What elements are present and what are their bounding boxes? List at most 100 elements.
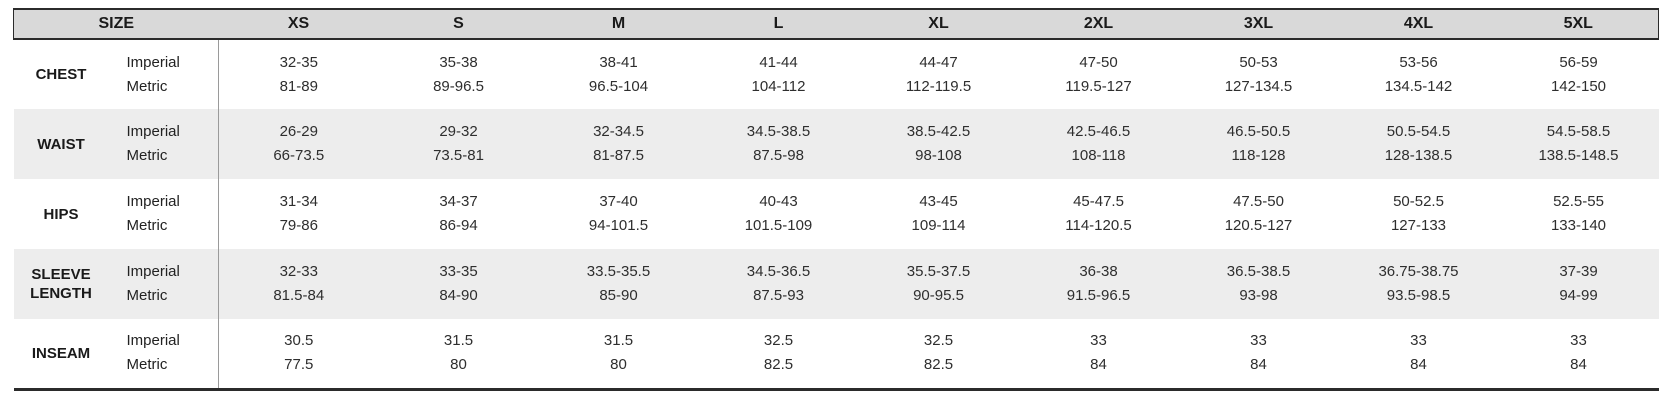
metric-value: 66-73.5	[273, 147, 325, 164]
size-chart: SIZE XS S M L XL 2XL 3XL 4XL 5XL CHEST Imperial Met…	[13, 8, 1659, 391]
row-label: INSEAM	[13, 319, 109, 391]
metric-value: 94-99	[1559, 287, 1598, 304]
imperial-value: 47-50	[1079, 53, 1118, 71]
value-cell: 33-35 84-90	[379, 249, 539, 319]
unit-label-metric: Metric	[126, 77, 168, 95]
value-cell: 31-34 79-86	[219, 179, 379, 249]
metric-value: 114-120.5	[1065, 217, 1132, 234]
imperial-value: 34.5-36.5	[746, 263, 811, 280]
value-cell: 35.5-37.5 90-95.5	[859, 249, 1019, 319]
metric-value: 127-134.5	[1224, 77, 1293, 95]
unit-label-imperial: Imperial	[126, 332, 180, 350]
unit-labels-cell: Imperial Metric	[108, 319, 219, 391]
imperial-value: 35.5-37.5	[906, 263, 971, 280]
unit-labels-cell: Imperial Metric	[108, 249, 219, 319]
size-chart-header: SIZE XS S M L XL 2XL 3XL 4XL 5XL	[13, 8, 1659, 40]
metric-value: 128-138.5	[1384, 147, 1453, 164]
imperial-value: 36.75-38.75	[1378, 263, 1459, 280]
imperial-value: 34-37	[439, 193, 478, 210]
column-header-s: S	[378, 8, 539, 40]
unit-label-imperial: Imperial	[126, 263, 180, 280]
value-cell: 32.5 82.5	[858, 319, 1019, 391]
unit-labels-cell: Imperial Metric	[108, 39, 219, 109]
metric-value: 81-87.5	[593, 147, 644, 164]
imperial-value: 33.5-35.5	[586, 263, 651, 280]
metric-value: 104-112	[751, 77, 806, 95]
imperial-value: 54.5-58.5	[1546, 123, 1611, 140]
imperial-value: 41-44	[759, 53, 798, 71]
column-header-5xl: 5XL	[1498, 8, 1659, 40]
value-cell: 33 84	[1178, 319, 1339, 391]
unit-label-metric: Metric	[126, 287, 168, 304]
value-cell: 50-52.5 127-133	[1339, 179, 1499, 249]
column-header-m: M	[538, 8, 699, 40]
imperial-value: 33	[1090, 332, 1107, 350]
metric-value: 112-119.5	[905, 77, 972, 95]
value-cell: 31.5 80	[378, 319, 539, 391]
row-label: WAIST	[37, 135, 85, 153]
value-cell: 36.5-38.5 93-98	[1179, 249, 1339, 319]
metric-value: 109-114	[911, 217, 966, 234]
imperial-value: 53-56	[1399, 53, 1438, 71]
value-cell: 34-37 86-94	[379, 179, 539, 249]
size-chart-body: CHEST Imperial Metric 32-35 81-89 35-38 89-96.…	[13, 39, 1659, 391]
metric-value: 118-128	[1231, 147, 1286, 164]
measurement-row-sleeve-length: SLEEVE LENGTH Imperial Metric 32-33 81.5-84 33…	[13, 249, 1659, 319]
imperial-value: 33-35	[439, 263, 478, 280]
header-row: SIZE XS S M L XL 2XL 3XL 4XL 5XL	[13, 8, 1659, 40]
imperial-value: 33	[1250, 332, 1267, 350]
imperial-value: 33	[1570, 332, 1587, 350]
metric-value: 96.5-104	[588, 77, 649, 95]
value-cell: 26-29 66-73.5	[219, 109, 379, 179]
unit-labels-cell: Imperial Metric	[108, 179, 219, 249]
value-cell: 45-47.5 114-120.5	[1019, 179, 1179, 249]
value-cell: 46.5-50.5 118-128	[1179, 109, 1339, 179]
imperial-value: 36-38	[1079, 263, 1118, 280]
value-cell: 52.5-55 133-140	[1499, 179, 1659, 249]
value-cell: 50.5-54.5 128-138.5	[1339, 109, 1499, 179]
value-cell: 47.5-50 120.5-127	[1179, 179, 1339, 249]
imperial-value: 36.5-38.5	[1226, 263, 1291, 280]
imperial-value: 47.5-50	[1233, 193, 1284, 210]
value-cell: 41-44 104-112	[699, 39, 859, 109]
imperial-value: 37-39	[1559, 263, 1598, 280]
imperial-value: 38.5-42.5	[906, 123, 971, 140]
metric-value: 93-98	[1239, 287, 1278, 304]
imperial-value: 44-47	[919, 53, 958, 71]
value-cell: 40-43 101.5-109	[699, 179, 859, 249]
value-cell: 32-34.5 81-87.5	[539, 109, 699, 179]
unit-label-imperial: Imperial	[126, 193, 180, 210]
imperial-value: 31.5	[603, 332, 634, 350]
value-cell: 50-53 127-134.5	[1179, 39, 1339, 109]
value-cell: 29-32 73.5-81	[379, 109, 539, 179]
metric-value: 80	[450, 356, 467, 374]
imperial-value: 35-38	[439, 53, 478, 71]
imperial-value: 30.5	[284, 332, 314, 350]
measurement-row-inseam: INSEAM Imperial Metric 30.5 77.5 31.5 80 31.5 80…	[13, 319, 1659, 391]
metric-value: 127-133	[1390, 217, 1447, 234]
metric-value: 84	[1570, 356, 1587, 374]
value-cell: 44-47 112-119.5	[859, 39, 1019, 109]
metric-value: 134.5-142	[1384, 77, 1453, 95]
metric-value: 108-118	[1071, 147, 1126, 164]
value-cell: 43-45 109-114	[859, 179, 1019, 249]
metric-value: 91.5-96.5	[1066, 287, 1131, 304]
imperial-value: 46.5-50.5	[1226, 123, 1291, 140]
value-cell: 53-56 134.5-142	[1339, 39, 1499, 109]
column-header-size: SIZE	[13, 8, 219, 40]
imperial-value: 32-34.5	[593, 123, 644, 140]
value-cell: 38.5-42.5 98-108	[859, 109, 1019, 179]
measurement-row-chest: CHEST Imperial Metric 32-35 81-89 35-38 89-96.…	[13, 39, 1659, 109]
metric-value: 120.5-127	[1224, 217, 1293, 234]
measurement-row-hips: HIPS Imperial Metric 31-34 79-86 34-37 86-94 37…	[13, 179, 1659, 249]
unit-label-metric: Metric	[126, 147, 168, 164]
imperial-value: 31.5	[443, 332, 474, 350]
imperial-value: 50-53	[1239, 53, 1278, 71]
column-header-xl: XL	[858, 8, 1019, 40]
row-label: SLEEVE LENGTH	[30, 266, 92, 302]
value-cell: 33.5-35.5 85-90	[539, 249, 699, 319]
size-chart-table: SIZE XS S M L XL 2XL 3XL 4XL 5XL CHEST Imperial Met…	[13, 8, 1659, 391]
column-header-2xl: 2XL	[1018, 8, 1179, 40]
unit-label-metric: Metric	[126, 356, 168, 374]
metric-value: 80	[610, 356, 627, 374]
